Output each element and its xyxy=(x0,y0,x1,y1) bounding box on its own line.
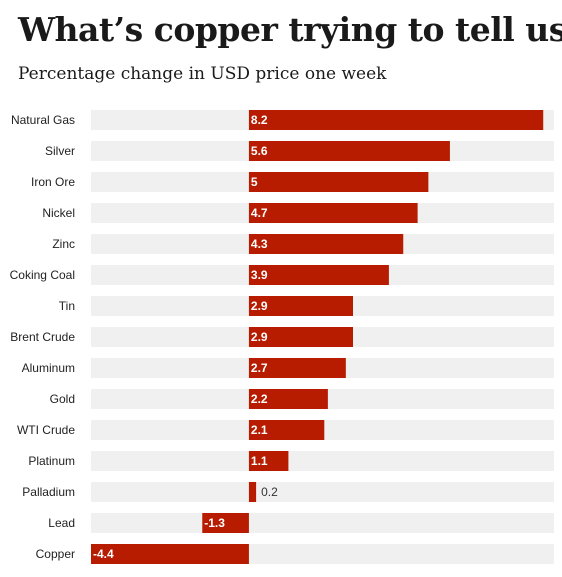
category-label: Natural Gas xyxy=(11,113,75,127)
category-label: Iron Ore xyxy=(31,175,75,189)
value-label: 2.9 xyxy=(251,299,268,313)
bar-track xyxy=(91,513,554,533)
category-label: WTI Crude xyxy=(17,423,75,437)
category-label: Silver xyxy=(45,144,75,158)
value-label: -1.3 xyxy=(204,516,225,530)
value-label: 3.9 xyxy=(251,268,268,282)
value-label: 5 xyxy=(251,175,258,189)
value-label: 2.7 xyxy=(251,361,268,375)
category-label: Platinum xyxy=(28,454,75,468)
bar xyxy=(248,482,257,502)
bar xyxy=(248,110,544,130)
bar xyxy=(248,172,429,192)
bar-track xyxy=(91,482,554,502)
bar xyxy=(248,420,325,440)
bar xyxy=(248,141,450,161)
category-label: Copper xyxy=(36,547,75,561)
category-label: Palladium xyxy=(22,485,75,499)
bar xyxy=(248,358,346,378)
chart-title: What’s copper trying to tell us? xyxy=(18,10,562,49)
category-label: Tin xyxy=(59,299,75,313)
category-label: Lead xyxy=(48,516,75,530)
value-label: 2.1 xyxy=(251,423,268,437)
value-label: 2.2 xyxy=(251,392,268,406)
bar xyxy=(248,389,328,409)
bar xyxy=(202,513,249,533)
category-label: Nickel xyxy=(42,206,75,220)
bar xyxy=(248,234,404,254)
bar xyxy=(248,451,289,471)
category-label: Zinc xyxy=(52,237,75,251)
category-label: Aluminum xyxy=(22,361,75,375)
chart-subtitle: Percentage change in USD price one week xyxy=(18,64,387,84)
value-label: 5.6 xyxy=(251,144,268,158)
category-label: Coking Coal xyxy=(10,268,75,282)
bar xyxy=(248,265,389,285)
bar xyxy=(91,544,249,564)
value-label: 8.2 xyxy=(251,113,268,127)
value-label: -4.4 xyxy=(93,547,114,561)
bar xyxy=(248,296,354,316)
bar xyxy=(248,203,418,223)
value-label: 2.9 xyxy=(251,330,268,344)
category-label: Brent Crude xyxy=(10,330,75,344)
value-label: 4.7 xyxy=(251,206,268,220)
value-label: 1.1 xyxy=(251,454,268,468)
value-label: 0.2 xyxy=(261,485,278,499)
category-label: Gold xyxy=(50,392,75,406)
value-label: 4.3 xyxy=(251,237,268,251)
bar-track xyxy=(91,451,554,471)
bar xyxy=(248,327,354,347)
